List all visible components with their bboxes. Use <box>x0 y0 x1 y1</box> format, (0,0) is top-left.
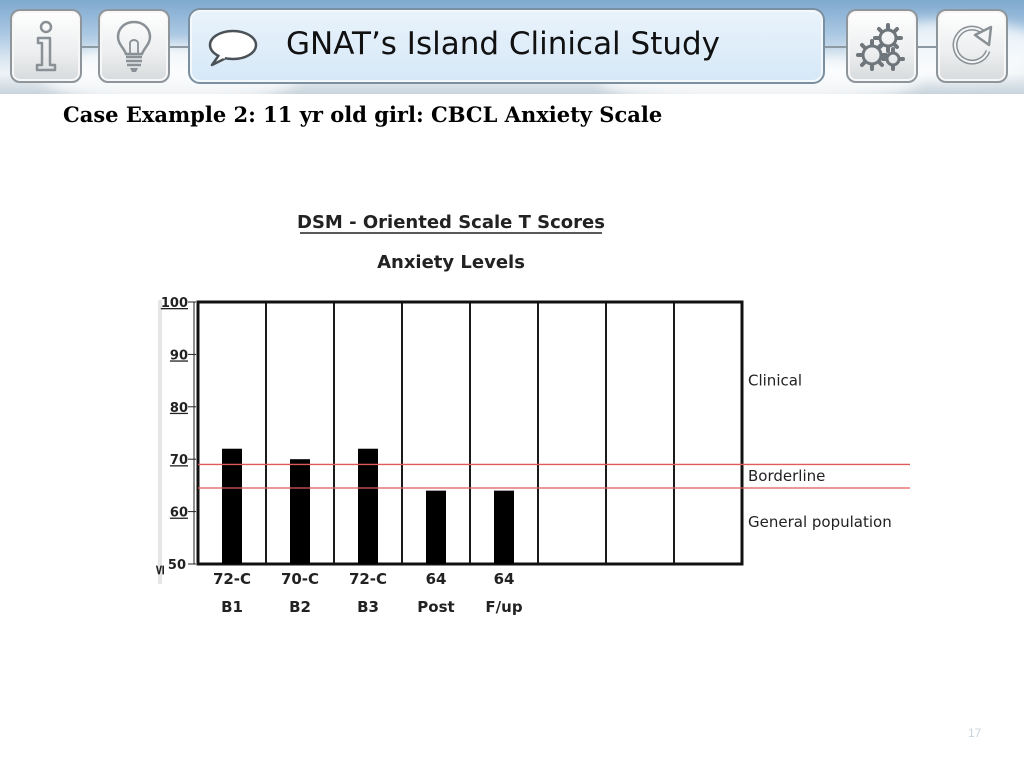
toolbar-connector <box>824 46 846 48</box>
y-tick-label: 70 <box>170 453 188 468</box>
info-icon <box>35 20 57 72</box>
x-category-label: F/up <box>485 598 522 616</box>
page-number: 17 <box>968 726 982 740</box>
plot-frame <box>196 300 744 566</box>
y-tick-label: 60 <box>170 506 188 521</box>
header-bar: GNAT’s Island Clinical Study <box>0 0 1024 94</box>
bar-value-label: 64 <box>426 570 447 588</box>
grid-column <box>537 301 607 565</box>
x-category-label: Post <box>417 598 454 616</box>
x-category-label: B3 <box>357 598 379 616</box>
grid-column <box>673 301 743 565</box>
bar <box>494 490 514 564</box>
bar <box>290 459 310 564</box>
y-tick-label: 50 <box>168 558 186 573</box>
y-tick-label-symbol: ≤ <box>152 564 168 576</box>
lightbulb-icon <box>116 20 152 72</box>
info-button[interactable] <box>10 9 82 83</box>
zone-label: Clinical <box>748 372 802 390</box>
x-category-label: B2 <box>289 598 311 616</box>
settings-button[interactable] <box>846 9 918 83</box>
app-title: GNAT’s Island Clinical Study <box>286 26 721 62</box>
y-tick-label: 80 <box>170 401 188 416</box>
toolbar-connector <box>918 46 938 48</box>
bar-value-label: 72-C <box>213 570 251 588</box>
toolbar-connector <box>82 46 100 48</box>
refresh-button[interactable] <box>936 9 1008 83</box>
speech-bubble-icon <box>208 29 258 67</box>
y-tick-label: 90 <box>170 348 188 363</box>
title-panel: GNAT’s Island Clinical Study <box>188 8 825 84</box>
bar <box>358 448 378 564</box>
zone-label: General population <box>748 513 892 531</box>
case-title: Case Example 2: 11 yr old girl: CBCL Anx… <box>63 102 663 127</box>
chart-title: DSM - Oriented Scale T Scores <box>297 212 605 233</box>
gears-icon <box>856 23 905 71</box>
bar <box>426 490 446 564</box>
zone-label: Borderline <box>748 467 825 485</box>
y-tick-label: 100 <box>161 296 188 311</box>
toolbar-connector <box>170 46 190 48</box>
bar-value-label: 72-C <box>349 570 387 588</box>
bar <box>222 448 242 564</box>
ideas-button[interactable] <box>98 9 170 83</box>
grid-column <box>605 301 675 565</box>
refresh-icon <box>952 25 993 65</box>
bar-value-label: 70-C <box>281 570 319 588</box>
x-category-label: B1 <box>221 598 243 616</box>
chart-subtitle: Anxiety Levels <box>377 252 525 273</box>
bar-value-label: 64 <box>494 570 515 588</box>
